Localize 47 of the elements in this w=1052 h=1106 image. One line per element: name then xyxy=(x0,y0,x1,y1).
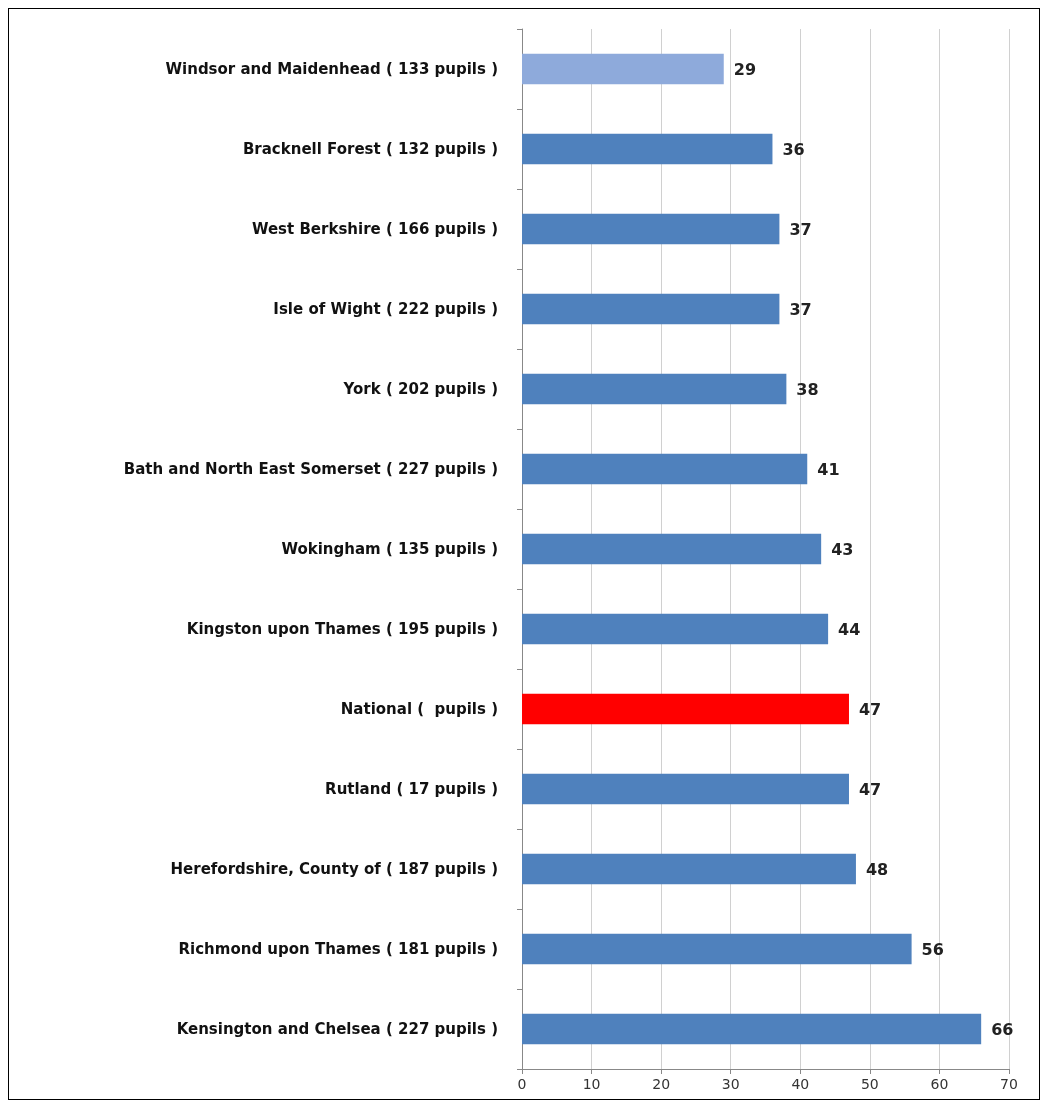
bar xyxy=(522,373,787,405)
y-tick-label: York ( 202 pupils ) xyxy=(342,380,498,398)
y-tick-label: West Berkshire ( 166 pupils ) xyxy=(251,220,498,238)
y-tick-label: Kingston upon Thames ( 195 pupils ) xyxy=(186,620,498,638)
bar xyxy=(522,133,773,165)
x-tick-label: 20 xyxy=(652,1076,671,1092)
x-tick-label: 60 xyxy=(930,1076,949,1092)
bar xyxy=(522,453,808,485)
bar xyxy=(522,213,780,245)
x-tick-label: 30 xyxy=(721,1076,740,1092)
bar xyxy=(522,1013,982,1045)
y-tick-label: Wokingham ( 135 pupils ) xyxy=(281,540,498,558)
bar xyxy=(522,293,780,325)
y-tick-label: Bracknell Forest ( 132 pupils ) xyxy=(242,140,498,158)
data-label: 56 xyxy=(921,939,944,959)
x-tick-label: 0 xyxy=(517,1076,527,1092)
y-tick-label: Rutland ( 17 pupils ) xyxy=(325,780,498,798)
data-label: 36 xyxy=(782,139,805,159)
data-label: 43 xyxy=(831,539,854,559)
data-label: 44 xyxy=(838,619,861,639)
x-tick-label: 50 xyxy=(860,1076,879,1092)
bar xyxy=(522,773,849,805)
y-tick-label: Bath and North East Somerset ( 227 pupils ) xyxy=(123,460,498,478)
y-tick-label: Isle of Wight ( 222 pupils ) xyxy=(273,300,498,318)
data-label: 37 xyxy=(789,219,812,239)
data-label: 38 xyxy=(796,379,819,399)
data-label: 47 xyxy=(858,699,882,719)
y-tick-label: National ( pupils ) xyxy=(340,700,498,718)
data-label: 41 xyxy=(817,459,840,479)
y-tick-label: Herefordshire, County of ( 187 pupils ) xyxy=(170,860,498,878)
x-tick-label: 70 xyxy=(1000,1076,1018,1092)
data-label: 29 xyxy=(733,59,757,79)
bar xyxy=(522,853,856,885)
x-tick-label: 10 xyxy=(582,1076,601,1092)
bar xyxy=(522,613,829,645)
bar xyxy=(522,693,849,725)
bar xyxy=(522,933,912,965)
bar xyxy=(522,53,724,85)
data-label: 66 xyxy=(991,1019,1014,1039)
bar xyxy=(522,533,822,565)
y-tick-label: Kensington and Chelsea ( 227 pupils ) xyxy=(176,1020,498,1038)
x-tick-label: 40 xyxy=(791,1076,810,1092)
data-label: 48 xyxy=(865,859,889,879)
data-label: 37 xyxy=(789,299,812,319)
y-tick-label: Windsor and Maidenhead ( 133 pupils ) xyxy=(165,60,498,78)
y-tick-label: Richmond upon Thames ( 181 pupils ) xyxy=(178,940,498,958)
data-label: 47 xyxy=(858,779,882,799)
